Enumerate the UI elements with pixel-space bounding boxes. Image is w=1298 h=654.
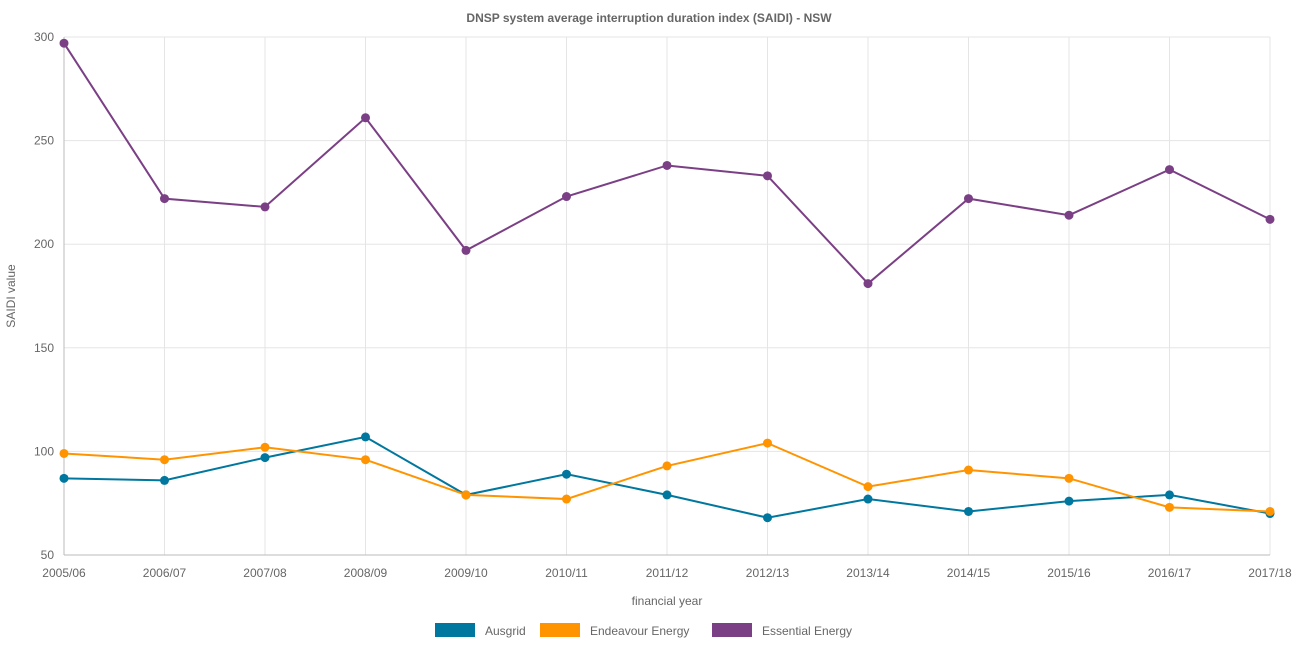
data-point	[662, 160, 672, 170]
legend-item: Ausgrid	[435, 623, 526, 638]
legend-swatch	[540, 623, 580, 637]
data-point	[562, 469, 571, 479]
data-point	[763, 438, 772, 448]
data-point	[260, 453, 270, 463]
data-point	[1165, 165, 1174, 175]
data-point	[260, 202, 270, 212]
x-tick-label: 2013/14	[846, 566, 890, 580]
x-tick-label: 2009/10	[444, 566, 488, 580]
x-tick-label: 2010/11	[545, 566, 588, 580]
data-point	[361, 432, 370, 442]
y-tick-label: 200	[34, 237, 54, 251]
data-point	[1064, 473, 1074, 483]
data-point	[1165, 490, 1174, 500]
data-point	[1064, 496, 1074, 506]
x-tick-label: 2012/13	[746, 566, 790, 580]
data-point	[863, 482, 873, 492]
y-tick-label: 50	[41, 548, 55, 562]
data-point	[662, 461, 672, 471]
data-point	[964, 506, 973, 516]
x-axis: 2005/06 2006/07 2007/08 2008/09 2009/10 2010/…	[42, 566, 1292, 580]
x-tick-label: 2017/18	[1248, 566, 1292, 580]
legend-label: Ausgrid	[485, 624, 526, 638]
data-point	[461, 245, 471, 255]
data-point	[863, 494, 873, 504]
data-point	[59, 38, 69, 48]
legend-item: Essential Energy	[712, 623, 852, 638]
data-point	[260, 442, 270, 452]
x-tick-label: 2015/16	[1047, 566, 1091, 580]
legend: Ausgrid Endeavour Energy Essential Energy	[435, 623, 852, 638]
data-point	[59, 473, 69, 483]
legend-label: Endeavour Energy	[590, 624, 689, 638]
y-tick-label: 150	[34, 341, 54, 355]
data-point	[964, 465, 973, 475]
x-tick-label: 2014/15	[947, 566, 991, 580]
data-point	[562, 494, 571, 504]
series-essential-energy	[59, 38, 1275, 289]
x-tick-label: 2011/12	[646, 566, 689, 580]
grid	[63, 36, 1271, 556]
data-point	[1265, 506, 1275, 516]
data-point	[461, 490, 471, 500]
legend-swatch	[435, 623, 475, 637]
x-tick-label: 2006/07	[143, 566, 187, 580]
legend-swatch	[712, 623, 752, 637]
data-point	[160, 455, 169, 465]
series-group	[59, 38, 1275, 523]
data-point	[59, 448, 69, 458]
data-point	[763, 513, 772, 523]
data-point	[160, 194, 169, 204]
y-tick-label: 300	[34, 30, 54, 44]
data-point	[863, 279, 873, 289]
series-endeavour-energy	[59, 438, 1275, 516]
data-point	[562, 192, 571, 202]
y-tick-label: 100	[34, 444, 54, 458]
x-tick-label: 2008/09	[344, 566, 388, 580]
chart-title: DNSP system average interruption duratio…	[466, 11, 832, 25]
data-point	[964, 194, 973, 204]
data-point	[1165, 502, 1174, 512]
x-axis-label: financial year	[632, 594, 703, 608]
data-point	[160, 475, 169, 485]
x-tick-label: 2005/06	[42, 566, 86, 580]
data-point	[1265, 214, 1275, 224]
y-axis: 50 100 150 200 250 300	[34, 30, 54, 562]
data-point	[662, 490, 672, 500]
y-axis-label: SAIDI value	[4, 264, 18, 328]
legend-item: Endeavour Energy	[540, 623, 689, 638]
x-tick-label: 2007/08	[243, 566, 287, 580]
data-point	[1064, 210, 1074, 220]
data-point	[361, 113, 370, 123]
y-tick-label: 250	[34, 134, 54, 148]
x-tick-label: 2016/17	[1148, 566, 1192, 580]
data-point	[763, 171, 772, 181]
data-point	[361, 455, 370, 465]
legend-label: Essential Energy	[762, 624, 852, 638]
